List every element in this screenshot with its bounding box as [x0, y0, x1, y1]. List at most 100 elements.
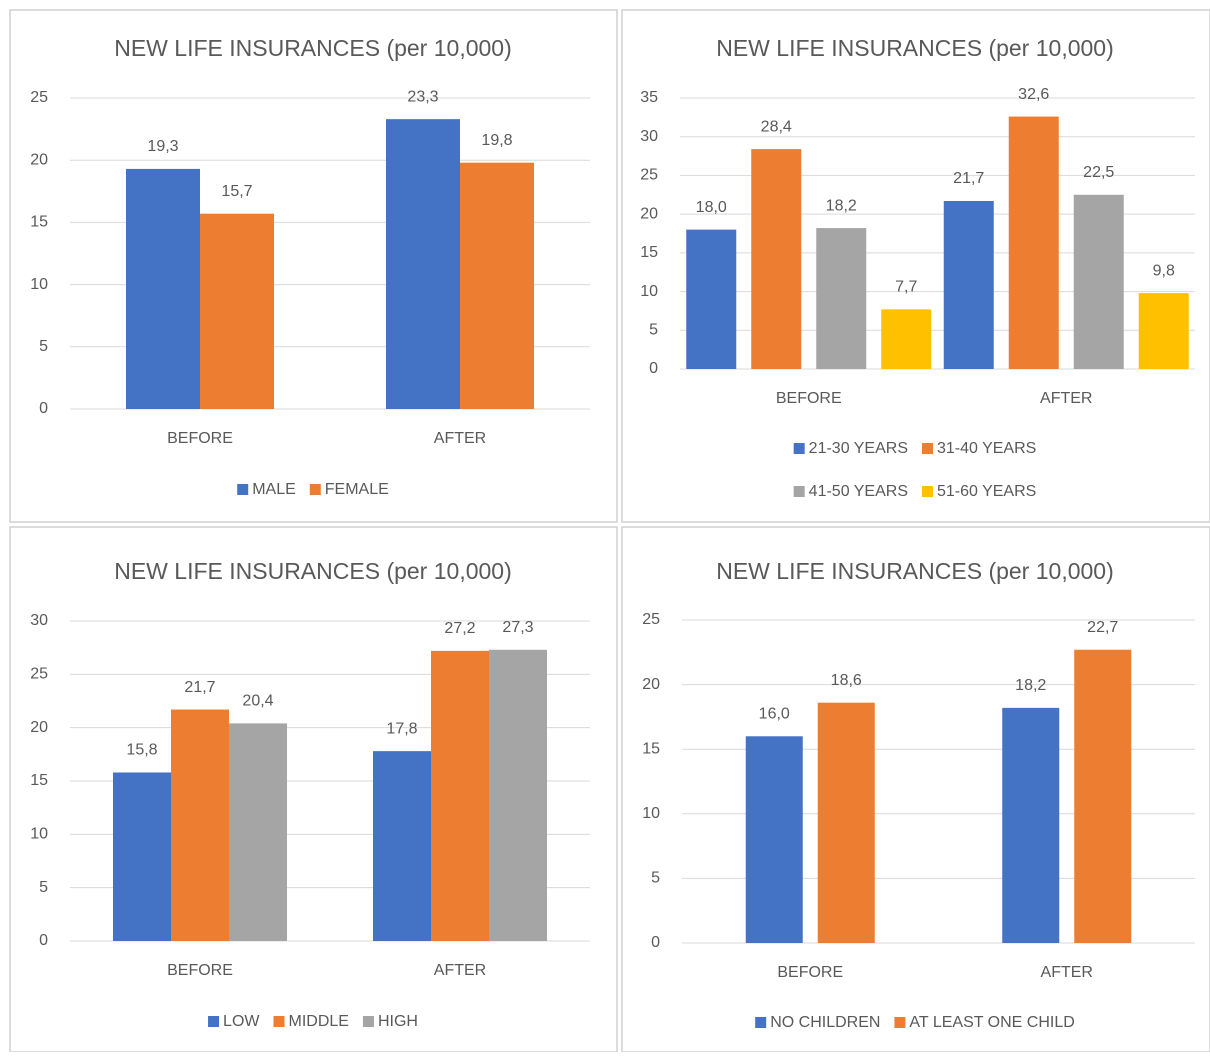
- legend-label: HIGH: [378, 1013, 418, 1030]
- y-tick-label: 5: [651, 870, 660, 887]
- bar: [386, 119, 460, 409]
- legend-swatch: [894, 1017, 906, 1028]
- legend-swatch: [273, 1016, 285, 1027]
- data-label: 17,8: [386, 720, 417, 737]
- legend-label: 21-30 YEARS: [809, 440, 908, 457]
- bar: [373, 751, 431, 941]
- data-label: 21,7: [184, 679, 215, 696]
- y-tick-label: 5: [39, 879, 48, 896]
- legend-label: 51-60 YEARS: [937, 483, 1036, 500]
- bar: [943, 200, 994, 369]
- legend-swatch: [922, 443, 933, 454]
- y-tick-label: 0: [39, 400, 48, 417]
- bar: [229, 723, 287, 941]
- bar: [816, 228, 867, 369]
- bar: [431, 650, 489, 941]
- y-tick-label: 25: [640, 167, 658, 184]
- legend-swatch: [922, 486, 933, 497]
- bar: [126, 168, 200, 409]
- data-label: 32,6: [1018, 86, 1049, 103]
- data-label: 19,8: [481, 132, 512, 149]
- legend-label: FEMALE: [325, 481, 389, 498]
- x-tick-label: BEFORE: [167, 962, 233, 979]
- y-tick-label: 15: [30, 214, 48, 231]
- data-label: 23,3: [407, 88, 438, 105]
- legend-swatch: [208, 1016, 220, 1027]
- bar: [489, 649, 547, 941]
- y-tick-label: 20: [640, 205, 658, 222]
- bar: [113, 772, 171, 941]
- y-tick-label: 10: [640, 283, 658, 300]
- legend-swatch: [309, 484, 321, 495]
- bar: [751, 149, 802, 369]
- data-label: 22,7: [1087, 619, 1118, 636]
- data-label: 18,0: [696, 199, 727, 216]
- x-tick-label: BEFORE: [167, 430, 233, 447]
- legend-swatch: [793, 443, 805, 454]
- y-tick-label: 15: [640, 244, 658, 261]
- bar: [200, 213, 274, 409]
- chart-title: NEW LIFE INSURANCES (per 10,000): [716, 558, 1114, 584]
- legend-swatch: [793, 486, 805, 497]
- y-tick-label: 25: [30, 666, 48, 683]
- y-tick-label: 15: [642, 740, 660, 757]
- bar: [1074, 649, 1132, 943]
- x-tick-label: AFTER: [1041, 964, 1093, 981]
- y-tick-label: 0: [651, 934, 660, 951]
- y-tick-label: 10: [30, 276, 48, 293]
- data-label: 15,7: [221, 183, 252, 200]
- y-tick-label: 30: [30, 612, 48, 629]
- bar: [460, 162, 534, 409]
- data-label: 28,4: [761, 118, 792, 135]
- data-label: 20,4: [242, 693, 273, 710]
- bar: [1002, 707, 1060, 943]
- data-label: 27,3: [502, 619, 533, 636]
- y-tick-label: 5: [39, 338, 48, 355]
- data-label: 16,0: [759, 705, 790, 722]
- bar: [1138, 293, 1189, 369]
- chart-title: NEW LIFE INSURANCES (per 10,000): [114, 558, 512, 584]
- y-tick-label: 25: [30, 89, 48, 106]
- bar: [171, 709, 229, 941]
- y-tick-label: 15: [30, 772, 48, 789]
- data-label: 18,2: [1015, 677, 1046, 694]
- data-label: 9,8: [1153, 262, 1175, 279]
- bar: [1008, 116, 1059, 369]
- bar: [745, 736, 803, 943]
- y-tick-label: 20: [642, 676, 660, 693]
- data-label: 21,7: [953, 170, 984, 187]
- y-tick-label: 10: [642, 805, 660, 822]
- data-label: 22,5: [1083, 164, 1114, 181]
- y-tick-label: 5: [649, 322, 658, 339]
- chart-title: NEW LIFE INSURANCES (per 10,000): [716, 35, 1114, 61]
- bar: [1073, 194, 1124, 369]
- y-tick-label: 20: [30, 719, 48, 736]
- legend-label: 41-50 YEARS: [809, 483, 908, 500]
- legend-label: 31-40 YEARS: [937, 440, 1036, 457]
- legend-label: LOW: [223, 1013, 260, 1030]
- legend-label: MIDDLE: [289, 1013, 349, 1030]
- x-tick-label: AFTER: [1040, 390, 1092, 407]
- y-tick-label: 25: [642, 611, 660, 628]
- data-label: 27,2: [444, 620, 475, 637]
- data-label: 15,8: [126, 742, 157, 759]
- data-label: 19,3: [147, 138, 178, 155]
- x-tick-label: BEFORE: [777, 964, 843, 981]
- y-tick-label: 30: [640, 128, 658, 145]
- y-tick-label: 0: [39, 932, 48, 949]
- legend-label: MALE: [252, 481, 296, 498]
- bar: [686, 229, 737, 369]
- x-tick-label: AFTER: [434, 430, 486, 447]
- legend-swatch: [237, 484, 249, 495]
- y-tick-label: 20: [30, 151, 48, 168]
- x-tick-label: AFTER: [434, 962, 486, 979]
- data-label: 18,2: [826, 197, 857, 214]
- legend-swatch: [755, 1017, 767, 1028]
- y-tick-label: 10: [30, 826, 48, 843]
- bar: [881, 309, 932, 369]
- y-tick-label: 35: [640, 89, 658, 106]
- data-label: 7,7: [895, 279, 917, 296]
- legend-label: AT LEAST ONE CHILD: [909, 1014, 1074, 1031]
- bar: [817, 702, 875, 943]
